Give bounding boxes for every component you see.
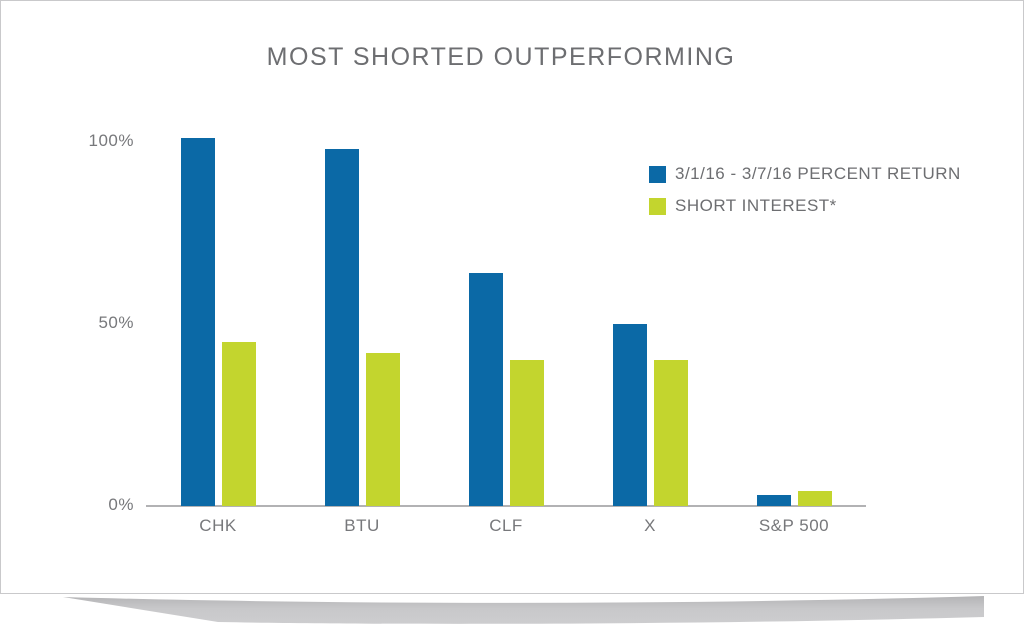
x-axis-label: X (644, 516, 656, 535)
bar-percent-return (180, 138, 215, 506)
x-axis-label: CHK (199, 516, 237, 535)
bar-group-x: X (578, 133, 722, 535)
plot-area: CHK BTU CLF X S&P 500 0% 50% 100% (89, 131, 866, 535)
bar-short-interest (221, 342, 256, 506)
bar-percent-return (756, 495, 791, 506)
legend-label: 3/1/16 - 3/7/16 PERCENT RETURN (675, 164, 961, 183)
x-axis-label: BTU (344, 516, 380, 535)
bar-percent-return (468, 273, 503, 506)
bar-group-clf: CLF (434, 133, 578, 535)
bar-group-btu: BTU (290, 133, 434, 535)
legend-item: 3/1/16 - 3/7/16 PERCENT RETURN (649, 164, 961, 184)
chart-card: MOST SHORTED OUTPERFORMING CHK BTU CLF X S&P… (0, 0, 1024, 594)
bar-short-interest (653, 360, 688, 506)
bar-group-chk: CHK (146, 133, 290, 535)
legend-label: SHORT INTEREST* (675, 196, 837, 215)
chart-title: MOST SHORTED OUTPERFORMING (266, 43, 736, 71)
bar-short-interest (365, 353, 400, 506)
x-axis-label: CLF (489, 516, 523, 535)
y-tick-label: 0% (108, 495, 134, 514)
legend-item: SHORT INTEREST* (649, 196, 961, 216)
bar-short-interest (509, 360, 544, 506)
legend-swatch-icon (649, 197, 666, 215)
y-tick-label: 100% (88, 131, 134, 150)
chart-legend: 3/1/16 - 3/7/16 PERCENT RETURN SHORT INTE… (649, 164, 961, 216)
bar-short-interest (797, 491, 832, 506)
x-axis-label: S&P 500 (758, 516, 830, 535)
y-tick-label: 50% (98, 313, 134, 332)
bar-group-s-p-500: S&P 500 (722, 133, 866, 535)
bar-percent-return (612, 324, 647, 506)
bar-percent-return (324, 149, 359, 506)
legend-swatch-icon (649, 165, 666, 183)
page-curl-shadow (63, 596, 984, 624)
x-axis-line (146, 505, 866, 507)
bar-groups: CHK BTU CLF X S&P 500 (146, 133, 866, 535)
